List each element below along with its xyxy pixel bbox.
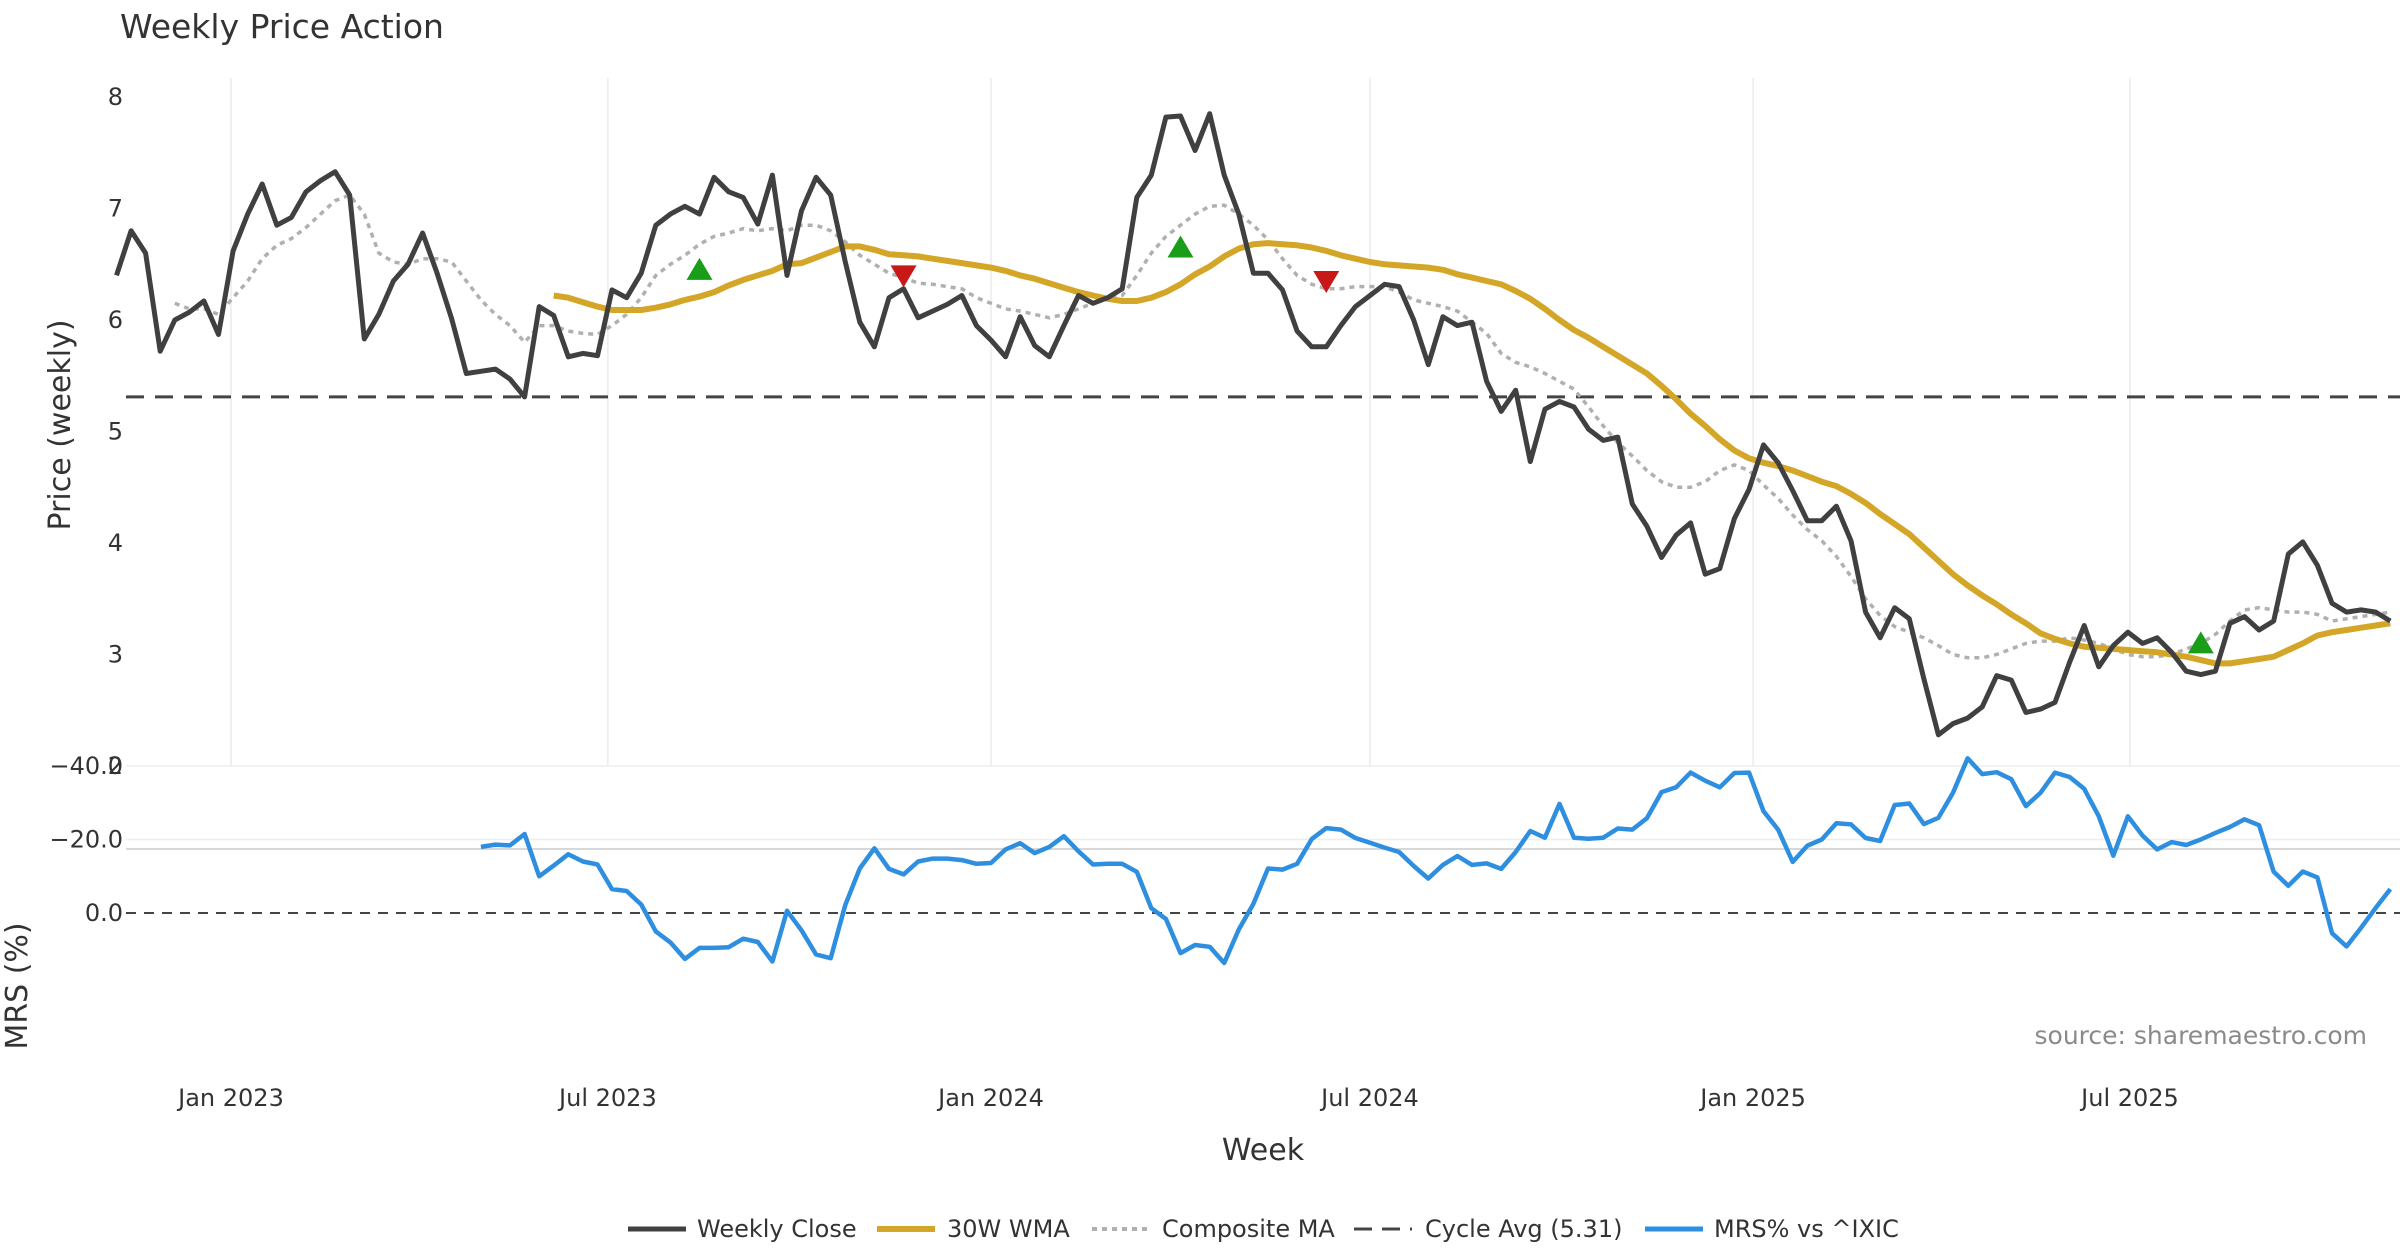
- price-y-tick-label: 4: [108, 529, 123, 557]
- sell-signal-marker: [890, 265, 917, 288]
- x-tick-label: Jan 2024: [936, 1084, 1044, 1112]
- legend: Weekly Close 30W WMA Composite MA Cycle …: [628, 1215, 1899, 1243]
- weekly-close-line: [114, 111, 2392, 738]
- mrs-y-tick-label: −40.0: [49, 752, 123, 780]
- price-y-tick-label: 6: [108, 306, 123, 334]
- mrs-grid: [126, 765, 2400, 841]
- wma-30w-line: [553, 240, 2391, 667]
- price-y-tick-label: 3: [108, 641, 123, 669]
- mrs-y-tick-label: −20.0: [49, 826, 123, 854]
- price-y-axis-label: Price (weekly): [43, 319, 78, 530]
- price-y-tick-label: 8: [108, 83, 123, 111]
- x-axis-label: Week: [1222, 1133, 1305, 1168]
- price-y-tick-label: 5: [108, 418, 123, 446]
- x-tick-label: Jan 2025: [1698, 1084, 1806, 1112]
- sell-signal-marker: [1313, 270, 1340, 293]
- x-tick-label: Jul 2025: [2079, 1084, 2179, 1112]
- x-tick-label: Jul 2024: [1319, 1084, 1419, 1112]
- price-y-tick-label: 2: [108, 752, 123, 780]
- signal-markers: [686, 235, 2214, 654]
- buy-signal-marker: [2187, 631, 2214, 654]
- x-tick-label: Jan 2023: [176, 1084, 284, 1112]
- price-grid: [230, 78, 2131, 766]
- buy-signal-marker: [686, 257, 713, 280]
- buy-signal-marker: [1167, 235, 1194, 258]
- chart-title: Weekly Price Action: [120, 7, 444, 46]
- x-tick-label: Jul 2023: [557, 1084, 657, 1112]
- price-y-tick-label: 7: [108, 195, 123, 223]
- source-note: source: sharemaestro.com: [2035, 1021, 2368, 1050]
- legend-label-composite: Composite MA: [1162, 1215, 1335, 1243]
- mrs-line: [480, 756, 2393, 966]
- composite-ma-line: [174, 192, 2391, 660]
- price-y-ticks: 2 3 4 5 6 7 8: [108, 83, 123, 780]
- legend-label-wma: 30W WMA: [947, 1215, 1070, 1243]
- mrs-y-tick-label: 0.0: [85, 899, 123, 927]
- legend-label-mrs: MRS% vs ^IXIC: [1714, 1215, 1899, 1243]
- legend-label-cycle-avg: Cycle Avg (5.31): [1425, 1215, 1622, 1243]
- legend-label-weekly-close: Weekly Close: [697, 1215, 857, 1243]
- mrs-y-axis-label: MRS (%): [0, 922, 35, 1049]
- x-axis-ticks: Jan 2023 Jul 2023 Jan 2024 Jul 2024 Jan 2025…: [176, 1084, 2179, 1112]
- mrs-y-ticks: 0.0 −20.0 −40.0: [49, 752, 123, 927]
